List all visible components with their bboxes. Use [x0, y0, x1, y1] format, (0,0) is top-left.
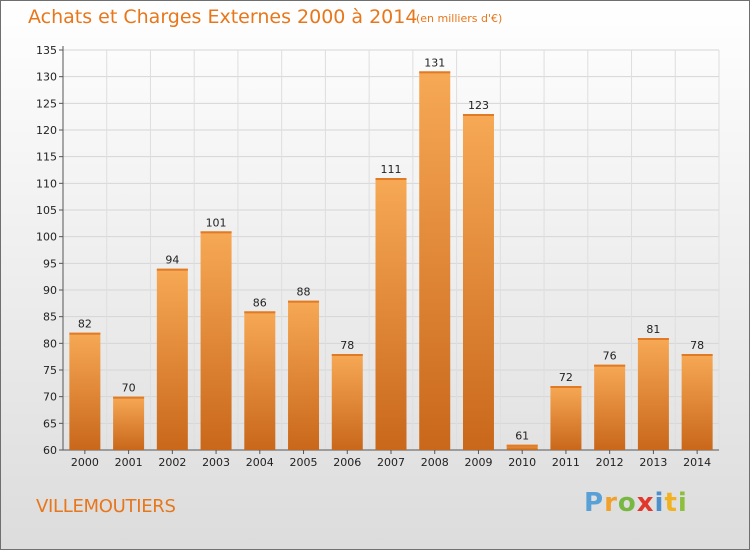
location-name: VILLEMOUTIERS: [36, 496, 176, 517]
bar: [550, 386, 582, 450]
bar: [113, 396, 145, 450]
bar: [331, 354, 363, 450]
bar: [462, 114, 494, 450]
y-tick-label: 70: [43, 391, 57, 404]
y-tick-label: 80: [43, 337, 57, 350]
logo-letter: t: [664, 488, 678, 518]
bar-top: [113, 396, 145, 399]
x-tick-label: 2009: [464, 456, 492, 469]
bar: [375, 178, 407, 450]
y-tick-label: 120: [36, 124, 57, 137]
x-tick-label: 2002: [158, 456, 186, 469]
x-tick-label: 2005: [290, 456, 318, 469]
value-label: 72: [559, 371, 573, 384]
bar: [288, 300, 320, 450]
bar-top: [594, 364, 626, 367]
logo-letter: i: [677, 488, 688, 518]
bar-top: [506, 444, 538, 447]
y-tick-label: 135: [36, 44, 57, 57]
x-tick-label: 2012: [596, 456, 624, 469]
bar: [681, 354, 713, 450]
value-label: 78: [340, 339, 354, 352]
y-tick-label: 115: [36, 151, 57, 164]
bar-top: [288, 300, 320, 303]
proxiti-logo: Proxiti: [584, 488, 688, 518]
value-label: 61: [515, 430, 529, 443]
bar: [200, 231, 232, 450]
bar-top: [200, 231, 232, 234]
value-label: 123: [468, 99, 489, 112]
logo-letter: r: [604, 488, 618, 518]
bar-top: [419, 71, 451, 74]
bar: [156, 268, 188, 450]
value-label: 81: [646, 323, 660, 336]
value-label: 82: [78, 318, 92, 331]
y-tick-label: 60: [43, 444, 57, 457]
bars: [69, 71, 713, 450]
bar: [419, 71, 451, 450]
x-tick-label: 2010: [508, 456, 536, 469]
bar: [69, 332, 101, 450]
bar-top: [550, 386, 582, 388]
y-tick-label: 105: [36, 204, 57, 217]
value-label: 78: [690, 339, 704, 352]
logo-letter: o: [617, 488, 637, 518]
bar: [506, 444, 538, 450]
value-label: 88: [297, 286, 311, 299]
chart-subtitle: (en milliers d'€): [416, 12, 503, 25]
logo-letter: i: [654, 488, 665, 518]
labels: 60 65 70 75 80 85 90 95 100 105 110 115 120 125 130 135…: [36, 44, 711, 469]
x-tick-label: 2007: [377, 456, 405, 469]
value-label: 86: [253, 296, 267, 309]
y-tick-label: 125: [36, 97, 57, 110]
bar-top: [244, 311, 276, 314]
bar: [594, 364, 626, 450]
bar-top: [69, 332, 101, 335]
value-label: 111: [381, 163, 402, 176]
x-tick-label: 2006: [333, 456, 361, 469]
y-tick-label: 90: [43, 284, 57, 297]
bar-top: [681, 354, 713, 356]
bar-top: [331, 354, 363, 356]
x-tick-label: 2004: [246, 456, 274, 469]
bar: [637, 338, 669, 450]
bar-top: [462, 114, 494, 116]
bar: [244, 311, 276, 450]
x-tick-label: 2000: [71, 456, 99, 469]
logo-letter: x: [636, 488, 655, 518]
value-label: 70: [122, 382, 136, 395]
x-tick-label: 2013: [639, 456, 667, 469]
y-tick-label: 100: [36, 231, 57, 244]
y-tick-label: 75: [43, 364, 57, 377]
y-tick-label: 110: [36, 177, 57, 190]
value-label: 94: [165, 254, 179, 267]
value-label: 76: [603, 350, 617, 363]
y-tick-label: 130: [36, 71, 57, 84]
value-label: 101: [206, 216, 227, 229]
y-tick-label: 85: [43, 311, 57, 324]
logo-letter: P: [584, 488, 605, 518]
x-tick-label: 2011: [552, 456, 580, 469]
value-label: 131: [424, 56, 445, 69]
y-tick-label: 95: [43, 257, 57, 270]
bar-top: [375, 178, 407, 180]
bar-top: [156, 268, 188, 271]
x-tick-label: 2014: [683, 456, 711, 469]
bar-top: [637, 338, 669, 340]
x-tick-label: 2001: [115, 456, 143, 469]
x-tick-label: 2003: [202, 456, 230, 469]
chart-title: Achats et Charges Externes 2000 à 2014: [28, 6, 418, 28]
x-tick-label: 2008: [421, 456, 449, 469]
y-tick-label: 65: [43, 417, 57, 430]
